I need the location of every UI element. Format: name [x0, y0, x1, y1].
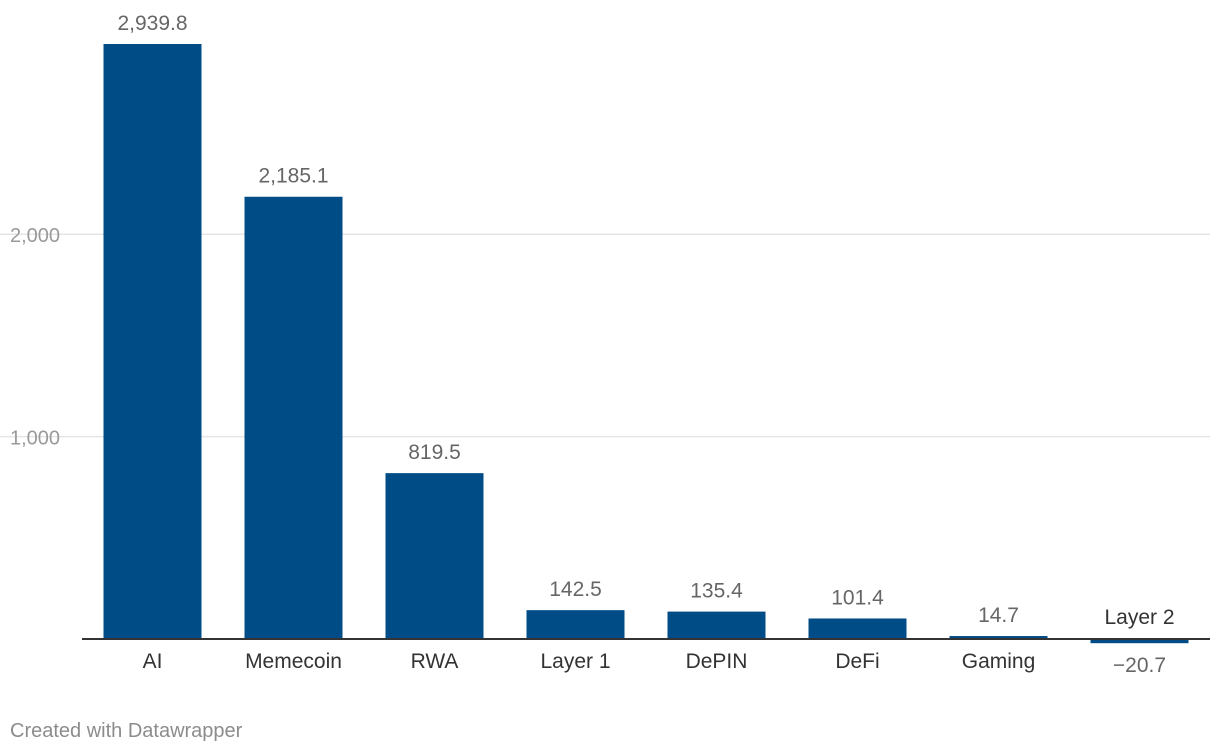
bar	[667, 611, 766, 639]
category-label: Memecoin	[245, 650, 342, 673]
category-label: DeFi	[835, 650, 879, 673]
bar	[1090, 639, 1189, 644]
category-label: Layer 1	[540, 650, 610, 673]
y-tick-label: 1,000	[10, 428, 60, 450]
data-label: −20.7	[1113, 654, 1166, 677]
category-label: AI	[143, 650, 163, 673]
bar	[526, 610, 625, 639]
bar	[808, 618, 907, 639]
bar	[244, 196, 343, 639]
data-label: 819.5	[408, 441, 461, 464]
data-label: 135.4	[690, 580, 743, 603]
data-label: 2,185.1	[258, 165, 328, 188]
data-label: 14.7	[978, 604, 1019, 627]
category-label: RWA	[411, 650, 459, 673]
y-tick-label: 2,000	[10, 225, 60, 247]
data-label: 2,939.8	[117, 12, 187, 35]
bar	[949, 636, 1048, 639]
category-label: DePIN	[686, 650, 748, 673]
category-label: Gaming	[962, 650, 1036, 673]
data-label: 142.5	[549, 578, 602, 601]
footer-credit: Created with Datawrapper	[10, 720, 243, 742]
data-label: 101.4	[831, 586, 884, 609]
bar	[103, 44, 202, 639]
category-label: Layer 2	[1104, 606, 1174, 629]
bar	[385, 473, 484, 639]
